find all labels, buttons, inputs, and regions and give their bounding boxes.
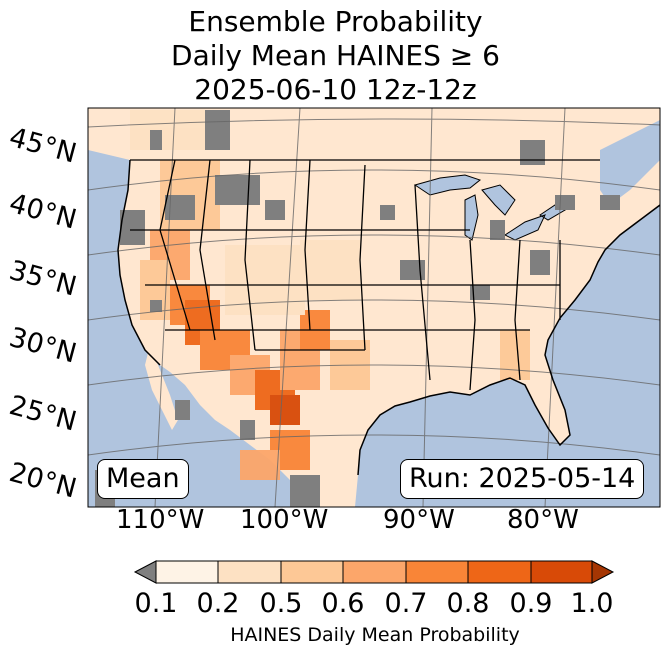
- colorbar-tick-0.6: 0.6: [321, 588, 365, 619]
- colorbar-tick-1.0: 1.0: [570, 588, 614, 619]
- title-line-1: Ensemble Probability: [188, 5, 483, 38]
- colorbar-tick-0.7: 0.7: [384, 588, 428, 619]
- great-lakes: [413, 174, 567, 241]
- colorbar-tick-0.5: 0.5: [259, 588, 303, 619]
- run-box: Run: 2025-05-14: [400, 459, 645, 499]
- colorbar-under-triangle: [133, 560, 157, 584]
- map-frame: [87, 107, 661, 508]
- stat-box: Mean: [97, 459, 189, 499]
- colorbar-over-triangle: [591, 560, 615, 584]
- colorbar-tick-0.2: 0.2: [196, 588, 240, 619]
- state-borders: [130, 159, 600, 391]
- lon-label-90: 90°W: [383, 505, 455, 535]
- colorbar-tick-0.8: 0.8: [446, 588, 490, 619]
- colorbar-label: HAINES Daily Mean Probability: [230, 624, 520, 646]
- lon-label-100: 100°W: [240, 505, 329, 535]
- colorbar-tick-0.1: 0.1: [134, 588, 178, 619]
- lon-label-110: 110°W: [116, 505, 205, 535]
- missing-data: [95, 110, 620, 507]
- title-line-2: Daily Mean HAINES ≥ 6: [171, 39, 500, 72]
- land-north-america: [88, 108, 660, 507]
- lon-label-80: 80°W: [507, 505, 579, 535]
- title-line-3: 2025-06-10 12z-12z: [194, 73, 477, 106]
- colorbar-tick-0.9: 0.9: [509, 588, 553, 619]
- colorbar: [133, 560, 615, 584]
- coastline: [117, 159, 660, 476]
